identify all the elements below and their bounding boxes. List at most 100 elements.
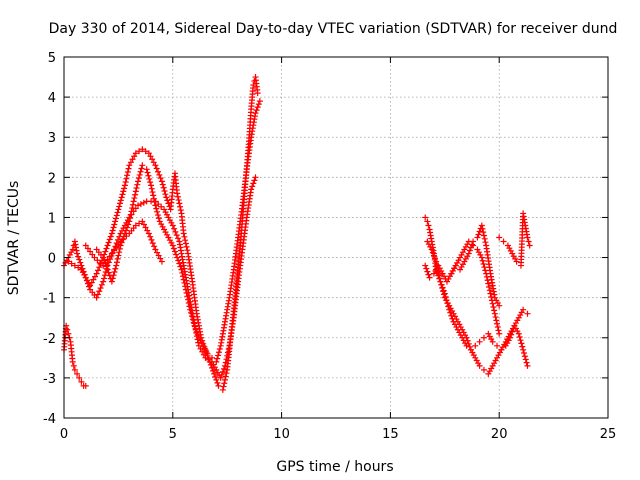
data-point	[466, 343, 473, 350]
data-point	[86, 283, 93, 290]
data-point	[105, 269, 112, 276]
data-point	[132, 188, 139, 195]
data-point	[106, 253, 113, 260]
data-point	[139, 146, 146, 153]
chart-title: Day 330 of 2014, Sidereal Day-to-day VTE…	[49, 21, 618, 37]
data-point	[485, 280, 492, 287]
data-point	[495, 327, 502, 334]
data-point	[120, 188, 127, 195]
data-point	[124, 224, 131, 231]
series-track-a	[61, 322, 89, 389]
data-point	[252, 174, 259, 181]
data-point	[187, 306, 194, 313]
data-point	[214, 355, 221, 362]
data-point	[470, 242, 477, 249]
data-point	[494, 342, 501, 349]
data-point	[519, 343, 526, 350]
data-point	[174, 254, 181, 261]
data-point	[158, 178, 165, 185]
data-point	[75, 253, 82, 260]
data-point	[152, 246, 159, 253]
data-point	[144, 227, 151, 234]
data-point	[518, 340, 525, 347]
data-point	[146, 175, 153, 182]
data-point	[204, 350, 211, 357]
data-point	[104, 242, 111, 249]
data-point	[171, 225, 178, 232]
data-point	[255, 101, 262, 108]
data-point	[123, 227, 130, 234]
data-point	[178, 266, 185, 273]
data-point	[78, 378, 85, 385]
data-point	[106, 236, 113, 243]
data-point	[155, 168, 162, 175]
data-point	[488, 297, 495, 304]
data-point	[113, 212, 120, 219]
data-point	[212, 373, 219, 380]
data-point	[215, 352, 222, 359]
data-point	[161, 187, 168, 194]
data-point	[480, 232, 487, 239]
y-tick-label: -1	[43, 292, 56, 307]
data-point	[480, 260, 487, 267]
data-point	[525, 238, 532, 245]
data-point	[174, 193, 181, 200]
data-point	[112, 215, 119, 222]
data-point	[479, 225, 486, 232]
data-point	[520, 306, 527, 313]
data-point	[115, 206, 122, 213]
data-point	[102, 248, 109, 255]
data-point	[486, 283, 493, 290]
data-point	[74, 250, 81, 257]
data-point	[174, 190, 181, 197]
plot-frame	[63, 56, 609, 419]
data-point	[136, 220, 143, 227]
data-point	[223, 356, 230, 363]
data-point	[475, 231, 482, 238]
data-point	[71, 366, 78, 373]
data-point	[134, 181, 141, 188]
data-point	[105, 239, 112, 246]
data-point	[96, 288, 103, 295]
data-point	[179, 273, 186, 280]
data-point	[190, 319, 197, 326]
data-point	[220, 365, 227, 372]
data-point	[76, 374, 83, 381]
data-point	[111, 247, 118, 254]
data-point	[145, 150, 152, 157]
data-point	[465, 250, 472, 257]
data-point	[217, 374, 224, 381]
data-point	[127, 211, 134, 218]
data-point	[205, 356, 212, 363]
data-point	[170, 245, 177, 252]
data-point	[191, 322, 198, 329]
data-point	[69, 358, 76, 365]
y-tick-label: 2	[48, 171, 56, 186]
x-tick-label: 25	[600, 427, 617, 442]
data-point	[487, 290, 494, 297]
data-point	[102, 259, 109, 266]
data-point	[494, 324, 501, 331]
data-point	[117, 238, 124, 245]
data-point	[96, 264, 103, 271]
data-point	[464, 337, 471, 344]
data-point	[524, 234, 531, 241]
data-point	[132, 222, 139, 229]
data-point	[97, 259, 104, 266]
data-point	[157, 255, 164, 262]
data-point	[424, 218, 431, 225]
data-point	[211, 370, 218, 377]
data-point	[127, 215, 134, 222]
data-point	[65, 258, 72, 265]
data-point	[476, 362, 483, 369]
data-point	[108, 230, 115, 237]
data-point	[220, 383, 227, 390]
data-point	[111, 221, 118, 228]
data-point	[115, 241, 122, 248]
data-point	[116, 245, 123, 252]
data-point	[88, 279, 95, 286]
data-point	[440, 291, 447, 298]
y-tick-label: 3	[48, 131, 56, 146]
data-point	[84, 245, 91, 252]
data-point	[250, 82, 257, 89]
